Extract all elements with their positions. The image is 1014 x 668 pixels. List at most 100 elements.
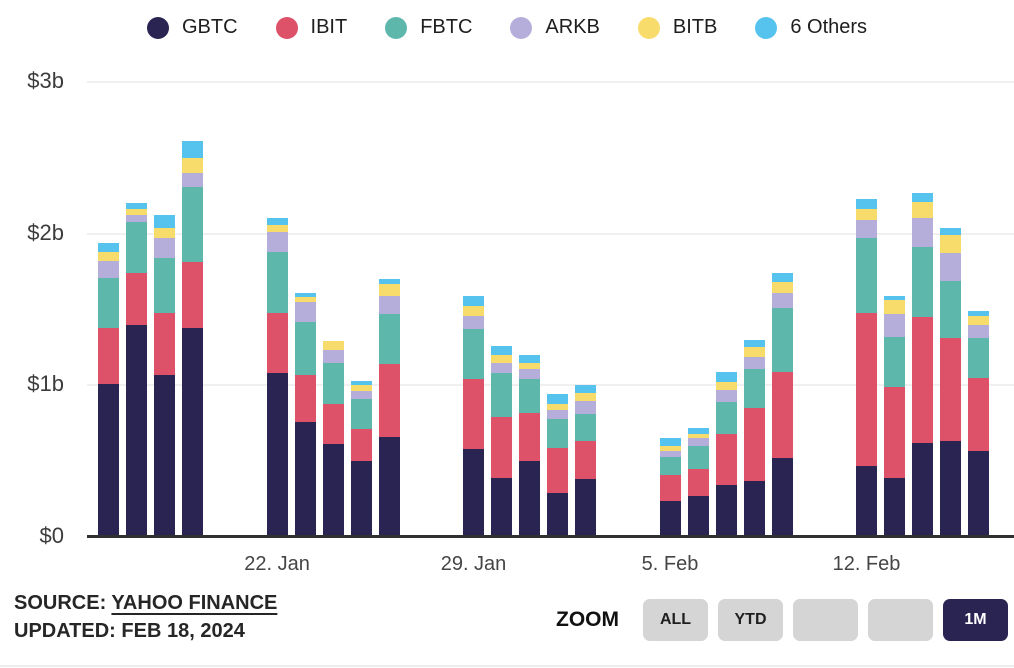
legend-item-arkb[interactable]: ARKB [510, 16, 600, 39]
bar-segment-gbtc[interactable] [968, 450, 990, 537]
bar-segment-fbtc[interactable] [968, 338, 990, 378]
bar-segment-ibit[interactable] [771, 371, 793, 459]
bar-segment-ibit[interactable] [266, 312, 288, 374]
stacked-bar[interactable] [322, 341, 344, 537]
bar-segment-arkb[interactable] [491, 362, 513, 374]
bar-segment-gbtc[interactable] [294, 421, 316, 537]
bar-segment-arkb[interactable] [743, 356, 765, 369]
bar-segment-arkb[interactable] [266, 232, 288, 252]
zoom-button-blank[interactable] [793, 599, 858, 641]
bar-segment-ibit[interactable] [743, 408, 765, 481]
stacked-bar[interactable] [126, 203, 148, 537]
bar-segment-bitb[interactable] [294, 297, 316, 302]
bar-segment-fbtc[interactable] [350, 398, 372, 430]
legend-item-6-others[interactable]: 6 Others [755, 16, 867, 39]
legend-item-bitb[interactable]: BITB [637, 16, 717, 39]
bar-segment-arkb[interactable] [322, 350, 344, 363]
bar-segment-arkb[interactable] [575, 400, 597, 415]
bar-segment-fbtc[interactable] [266, 251, 288, 313]
bar-segment-arkb[interactable] [126, 215, 148, 222]
bar-segment-ibit[interactable] [547, 447, 569, 494]
bar-segment-6-others[interactable] [154, 215, 176, 228]
zoom-button-all[interactable]: ALL [643, 599, 708, 641]
bar-segment-bitb[interactable] [182, 157, 204, 173]
bar-segment-arkb[interactable] [855, 219, 877, 239]
bar-segment-fbtc[interactable] [771, 307, 793, 372]
bar-segment-gbtc[interactable] [687, 496, 709, 537]
stacked-bar[interactable] [463, 295, 484, 537]
bar-segment-bitb[interactable] [912, 201, 934, 219]
stacked-bar[interactable] [687, 427, 709, 537]
bar-segment-ibit[interactable] [519, 412, 541, 462]
bar-segment-6-others[interactable] [575, 385, 597, 393]
bar-segment-fbtc[interactable] [884, 336, 906, 387]
bar-segment-6-others[interactable] [743, 339, 765, 348]
bar-segment-gbtc[interactable] [491, 477, 513, 537]
bar-segment-bitb[interactable] [884, 300, 906, 315]
bar-segment-bitb[interactable] [378, 283, 400, 296]
bar-segment-ibit[interactable] [968, 377, 990, 451]
zoom-button-blank[interactable] [868, 599, 933, 641]
bar-segment-ibit[interactable] [463, 379, 484, 450]
bar-segment-arkb[interactable] [463, 315, 484, 330]
bar-segment-arkb[interactable] [940, 253, 962, 281]
bar-segment-6-others[interactable] [547, 394, 569, 404]
bar-segment-arkb[interactable] [98, 260, 120, 278]
bar-segment-6-others[interactable] [884, 295, 906, 301]
bar-segment-arkb[interactable] [350, 391, 372, 399]
bar-segment-gbtc[interactable] [575, 479, 597, 537]
source-link[interactable]: YAHOO FINANCE [111, 592, 278, 614]
bar-segment-bitb[interactable] [350, 385, 372, 392]
bar-segment-gbtc[interactable] [659, 500, 681, 537]
bar-segment-gbtc[interactable] [350, 461, 372, 537]
bar-segment-6-others[interactable] [855, 198, 877, 210]
bar-segment-6-others[interactable] [715, 371, 737, 383]
bar-segment-fbtc[interactable] [659, 456, 681, 475]
bar-segment-ibit[interactable] [912, 317, 934, 443]
bar-segment-arkb[interactable] [154, 238, 176, 258]
stacked-bar[interactable] [743, 339, 765, 537]
stacked-bar[interactable] [912, 192, 934, 537]
bar-segment-ibit[interactable] [126, 273, 148, 325]
bar-segment-arkb[interactable] [547, 409, 569, 419]
stacked-bar[interactable] [940, 227, 962, 537]
bar-segment-gbtc[interactable] [322, 444, 344, 537]
bar-segment-6-others[interactable] [968, 311, 990, 316]
bar-segment-gbtc[interactable] [743, 480, 765, 537]
bar-segment-arkb[interactable] [687, 438, 709, 446]
bar-segment-6-others[interactable] [294, 292, 316, 298]
bar-segment-fbtc[interactable] [912, 247, 934, 318]
bar-segment-bitb[interactable] [463, 306, 484, 316]
bar-segment-gbtc[interactable] [715, 485, 737, 537]
bar-segment-ibit[interactable] [154, 312, 176, 375]
stacked-bar[interactable] [350, 380, 372, 537]
bar-segment-gbtc[interactable] [855, 465, 877, 537]
bar-segment-bitb[interactable] [968, 315, 990, 325]
bar-segment-fbtc[interactable] [98, 277, 120, 328]
bar-segment-6-others[interactable] [491, 345, 513, 355]
bar-segment-bitb[interactable] [98, 251, 120, 261]
legend-item-gbtc[interactable]: GBTC [146, 16, 238, 39]
bar-segment-ibit[interactable] [940, 338, 962, 442]
legend-item-fbtc[interactable]: FBTC [385, 16, 472, 39]
bar-segment-arkb[interactable] [519, 368, 541, 380]
bar-segment-bitb[interactable] [771, 282, 793, 293]
bar-segment-6-others[interactable] [378, 279, 400, 284]
bar-segment-6-others[interactable] [98, 242, 120, 252]
bar-segment-6-others[interactable] [940, 227, 962, 236]
bar-segment-gbtc[interactable] [519, 461, 541, 537]
bar-segment-fbtc[interactable] [491, 373, 513, 418]
stacked-bar[interactable] [98, 242, 120, 537]
bar-segment-fbtc[interactable] [743, 368, 765, 409]
stacked-bar[interactable] [547, 394, 569, 537]
bar-segment-arkb[interactable] [884, 314, 906, 337]
bar-segment-fbtc[interactable] [294, 321, 316, 375]
bar-segment-bitb[interactable] [491, 355, 513, 363]
bar-segment-fbtc[interactable] [715, 402, 737, 434]
bar-segment-bitb[interactable] [126, 209, 148, 216]
bar-segment-6-others[interactable] [912, 192, 934, 202]
bar-segment-arkb[interactable] [968, 324, 990, 339]
bar-segment-gbtc[interactable] [912, 442, 934, 537]
bar-segment-arkb[interactable] [659, 450, 681, 457]
bar-segment-gbtc[interactable] [547, 493, 569, 537]
